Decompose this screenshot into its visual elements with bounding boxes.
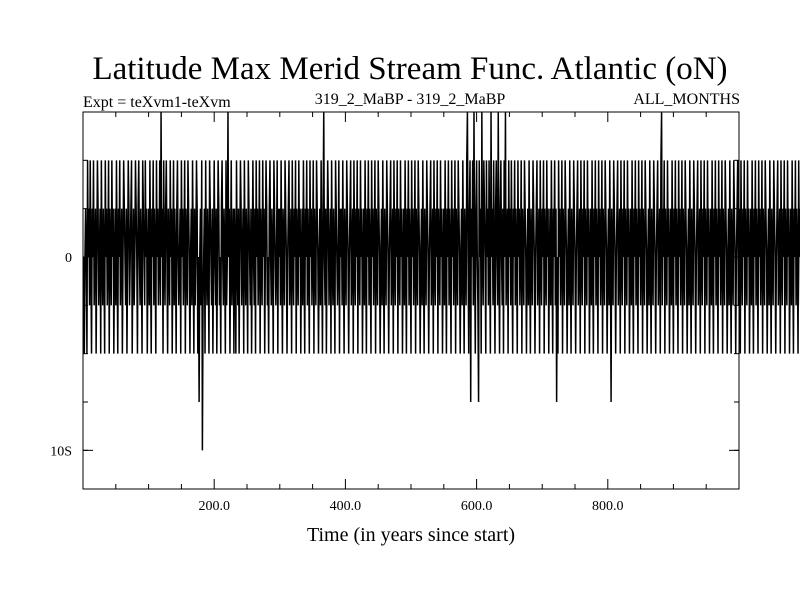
months-label: ALL_MONTHS — [633, 91, 740, 108]
experiment-label: Expt = teXvm1-teXvm — [83, 94, 231, 111]
y-tick-label: 0 — [65, 251, 72, 266]
series-layer — [82, 111, 800, 451]
x-tick-label: 600.0 — [461, 499, 493, 514]
x-axis-ticks: 200.0 400.0 600.0 800.0 — [115, 112, 707, 514]
x-axis-label: Time (in years since start) — [307, 524, 515, 546]
y-tick-label: 10S — [50, 444, 72, 459]
chart-title: Latitude Max Merid Stream Func. Atlantic… — [92, 51, 727, 87]
x-tick-label: 200.0 — [198, 499, 230, 514]
series-line-0 — [82, 111, 800, 451]
x-tick-label: 400.0 — [330, 499, 362, 514]
run-label: 319_2_MaBP - 319_2_MaBP — [315, 91, 506, 108]
x-tick-label: 800.0 — [592, 499, 624, 514]
